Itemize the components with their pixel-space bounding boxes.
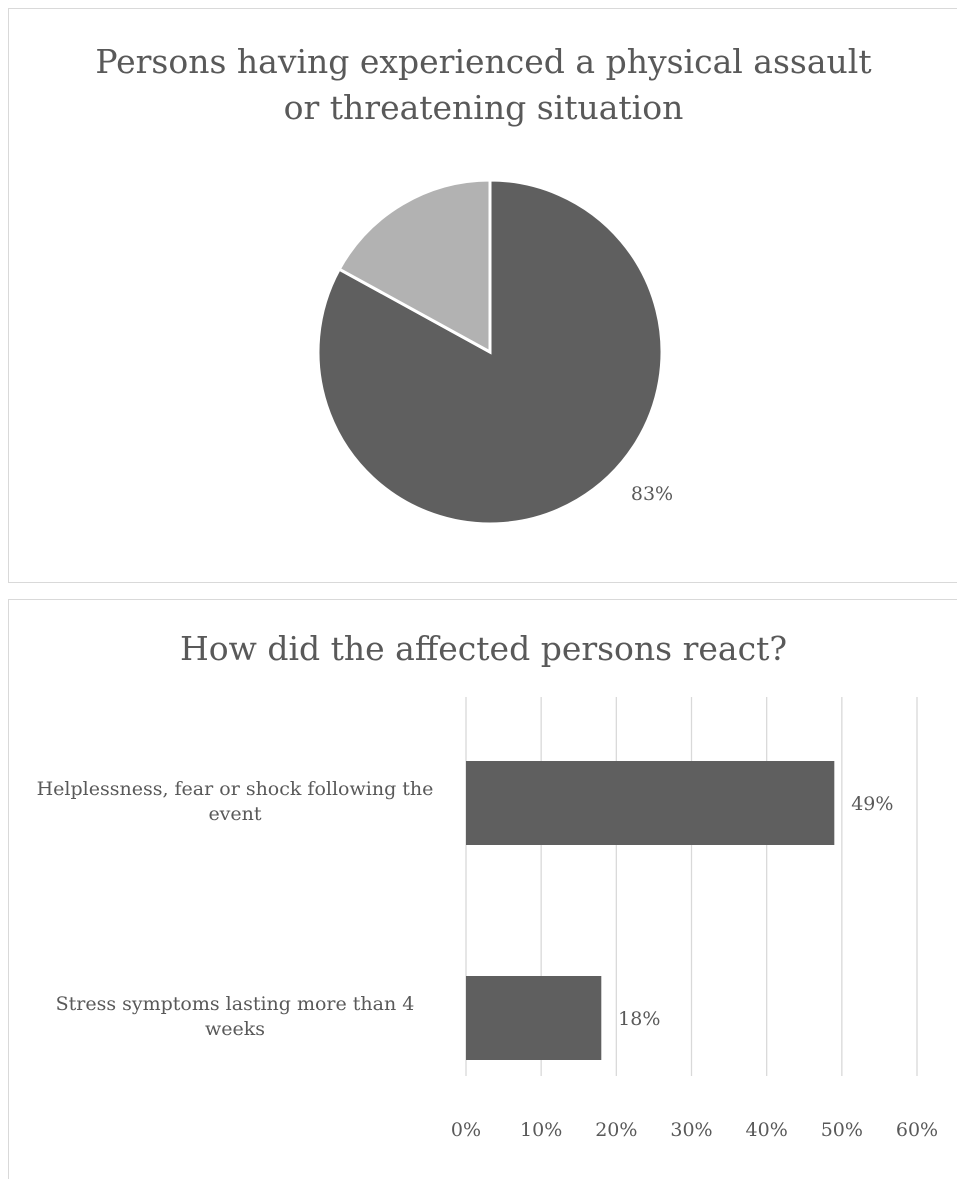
- bar-1: [466, 976, 602, 1060]
- pie-title-line-2: or threatening situation: [283, 88, 684, 127]
- pie-title-line-1: Persons having experienced a physical as…: [95, 42, 872, 81]
- bar-chart-panel: How did the affected persons react? 0% 10…: [8, 599, 957, 1179]
- pie-chart-title: Persons having experienced a physical as…: [9, 39, 957, 131]
- x-tick-label-3: 30%: [670, 1119, 712, 1141]
- bar-chart-title: How did the affected persons react?: [179, 629, 788, 668]
- x-tick-label-6: 60%: [896, 1119, 938, 1141]
- bar-0: [466, 761, 835, 845]
- pie-chart-panel: Persons having experienced a physical as…: [8, 8, 957, 583]
- pie-slice-1: [337, 178, 492, 355]
- x-tick-label-2: 20%: [595, 1119, 637, 1141]
- x-tick-label-4: 40%: [746, 1119, 788, 1141]
- x-tick-label-1: 10%: [520, 1119, 562, 1141]
- category-label-0: Helplessness, fear or shock following th…: [37, 778, 434, 825]
- bar-data-label-0: 49%: [851, 793, 893, 815]
- x-tick-label-5: 50%: [821, 1119, 863, 1141]
- bar-data-label-1: 18%: [618, 1008, 660, 1030]
- pie-slice-label-0: 83%: [631, 483, 673, 505]
- x-tick-label-0: 0%: [451, 1119, 481, 1141]
- pie-chart-svg: 83%: [316, 178, 673, 526]
- category-label-1: Stress symptoms lasting more than 4 weeks: [56, 993, 415, 1040]
- bar-chart-svg: 0% 10% 20% 30% 40% 50% 60% 49% Helplessness, fea…: [37, 697, 938, 1141]
